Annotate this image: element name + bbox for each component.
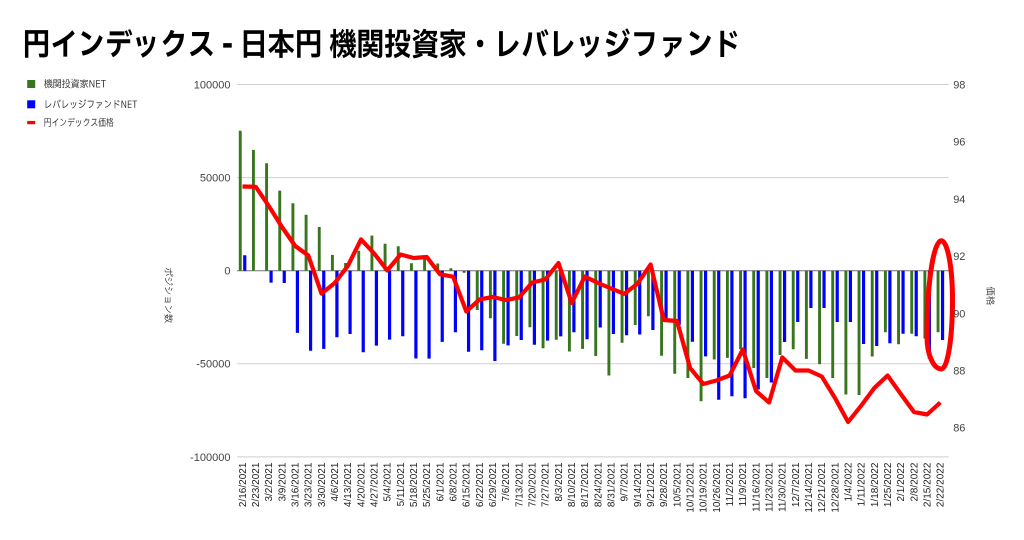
svg-text:6/29/2021: 6/29/2021: [488, 462, 499, 507]
svg-text:11/23/2021: 11/23/2021: [764, 462, 775, 512]
svg-text:5/18/2021: 5/18/2021: [409, 462, 420, 507]
svg-text:1/4/2022: 1/4/2022: [843, 462, 854, 501]
svg-text:3/30/2021: 3/30/2021: [317, 462, 328, 507]
svg-text:11/9/2021: 11/9/2021: [738, 462, 749, 506]
svg-text:7/27/2021: 7/27/2021: [541, 462, 552, 507]
svg-text:2/23/2021: 2/23/2021: [251, 462, 262, 507]
svg-text:86: 86: [953, 423, 965, 435]
svg-text:4/6/2021: 4/6/2021: [330, 462, 341, 501]
svg-text:3/2/2021: 3/2/2021: [264, 462, 275, 501]
svg-text:9/7/2021: 9/7/2021: [620, 462, 631, 501]
svg-text:6/8/2021: 6/8/2021: [449, 462, 460, 501]
svg-text:1/25/2022: 1/25/2022: [883, 462, 894, 507]
svg-text:11/2/2021: 11/2/2021: [725, 462, 736, 506]
svg-text:11/30/2021: 11/30/2021: [778, 462, 789, 512]
svg-text:9/14/2021: 9/14/2021: [633, 462, 644, 507]
svg-text:98: 98: [953, 80, 965, 92]
svg-text:7/6/2021: 7/6/2021: [501, 462, 512, 501]
svg-text:-50000: -50000: [196, 359, 230, 371]
svg-text:6/22/2021: 6/22/2021: [475, 462, 486, 507]
svg-text:8/3/2021: 8/3/2021: [554, 462, 565, 501]
svg-text:7/13/2021: 7/13/2021: [514, 462, 525, 507]
svg-text:4/20/2021: 4/20/2021: [356, 462, 367, 507]
svg-text:1/11/2022: 1/11/2022: [857, 462, 868, 506]
svg-text:8/17/2021: 8/17/2021: [580, 462, 591, 507]
svg-text:4/27/2021: 4/27/2021: [370, 462, 381, 507]
svg-text:10/12/2021: 10/12/2021: [685, 462, 696, 512]
svg-text:2/16/2021: 2/16/2021: [238, 462, 249, 507]
svg-text:12/28/2021: 12/28/2021: [830, 462, 841, 512]
svg-text:6/1/2021: 6/1/2021: [435, 462, 446, 501]
svg-text:50000: 50000: [200, 173, 231, 185]
svg-text:5/4/2021: 5/4/2021: [383, 462, 394, 501]
svg-text:9/21/2021: 9/21/2021: [646, 462, 657, 507]
svg-text:10/5/2021: 10/5/2021: [672, 462, 683, 507]
svg-text:12/7/2021: 12/7/2021: [791, 462, 802, 507]
svg-text:2/8/2022: 2/8/2022: [909, 462, 920, 501]
svg-text:5/25/2021: 5/25/2021: [422, 462, 433, 507]
svg-text:3/23/2021: 3/23/2021: [304, 462, 315, 507]
svg-text:8/10/2021: 8/10/2021: [567, 462, 578, 507]
svg-text:3/16/2021: 3/16/2021: [291, 462, 302, 507]
svg-text:8/31/2021: 8/31/2021: [606, 462, 617, 507]
svg-text:2/15/2022: 2/15/2022: [922, 462, 933, 507]
svg-text:12/14/2021: 12/14/2021: [804, 462, 815, 512]
svg-text:100000: 100000: [194, 79, 231, 91]
svg-text:90: 90: [953, 308, 965, 320]
svg-text:1/18/2022: 1/18/2022: [870, 462, 881, 507]
svg-text:4/13/2021: 4/13/2021: [343, 462, 354, 507]
svg-text:2/1/2022: 2/1/2022: [896, 462, 907, 501]
svg-text:88: 88: [953, 366, 965, 378]
svg-text:92: 92: [953, 251, 965, 263]
svg-text:9/28/2021: 9/28/2021: [659, 462, 670, 507]
svg-text:10/26/2021: 10/26/2021: [712, 462, 723, 512]
svg-text:12/21/2021: 12/21/2021: [817, 462, 828, 512]
svg-text:6/15/2021: 6/15/2021: [462, 462, 473, 507]
svg-text:94: 94: [953, 194, 965, 206]
svg-text:7/20/2021: 7/20/2021: [528, 462, 539, 507]
svg-text:11/16/2021: 11/16/2021: [751, 462, 762, 512]
svg-text:8/24/2021: 8/24/2021: [593, 462, 604, 507]
svg-text:2/22/2022: 2/22/2022: [936, 462, 947, 507]
svg-text:-100000: -100000: [190, 452, 230, 464]
svg-text:5/11/2021: 5/11/2021: [396, 462, 407, 506]
svg-text:96: 96: [953, 137, 965, 149]
svg-text:0: 0: [224, 266, 230, 278]
svg-text:3/9/2021: 3/9/2021: [277, 462, 288, 501]
svg-text:10/19/2021: 10/19/2021: [699, 462, 710, 512]
